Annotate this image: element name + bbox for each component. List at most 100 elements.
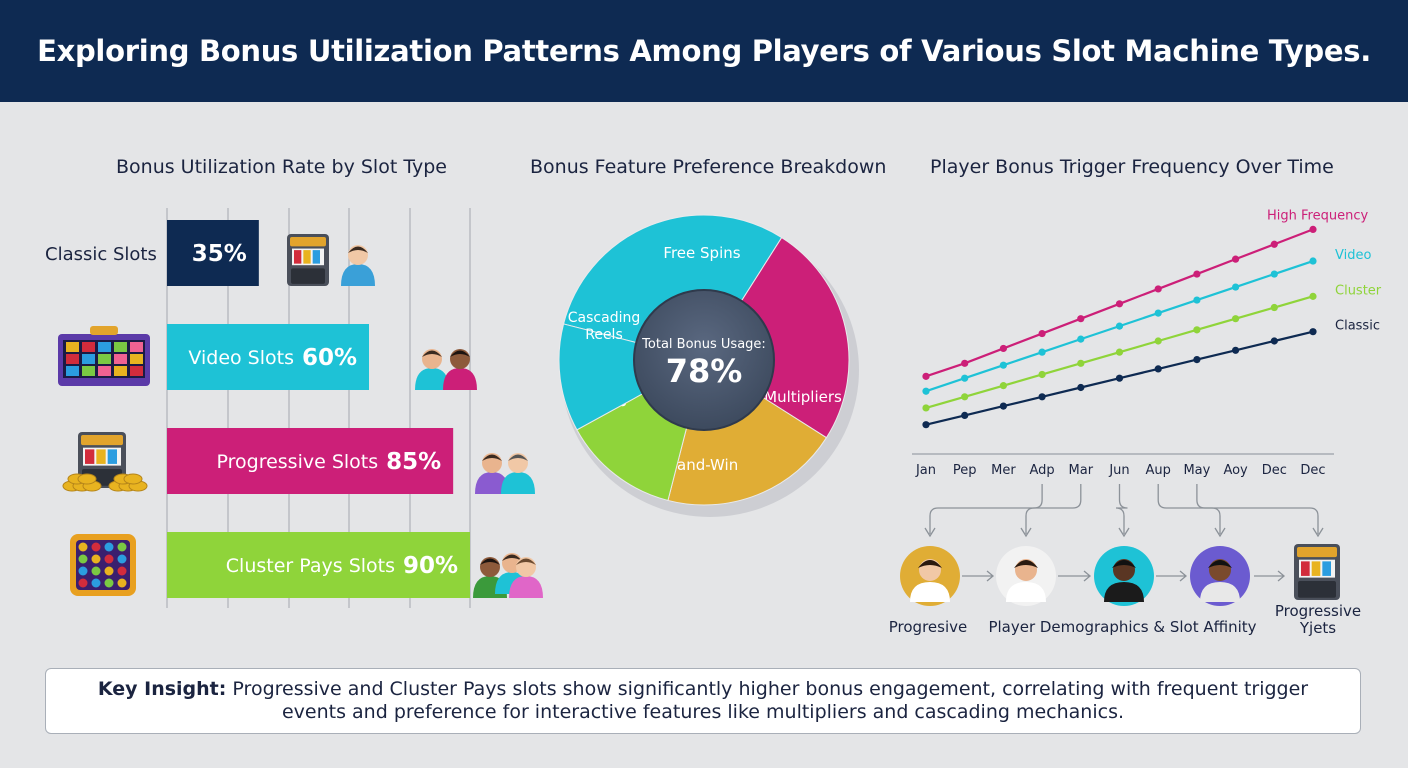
line-point-3-2 (999, 402, 1008, 410)
line-point-1-9 (1270, 270, 1278, 278)
flow-connector (1157, 484, 1221, 534)
flow-step-arrow-1 (1058, 570, 1092, 582)
line-point-2-1 (961, 393, 969, 401)
bar-1 (167, 324, 369, 390)
bar-category-label-2: Progressive Slots (217, 451, 379, 473)
flow-connectors (924, 484, 1324, 582)
player-avatar-woman-tablet-2 (996, 546, 1056, 606)
bar-group-2: Progressive Slots 85% (167, 428, 454, 494)
flow-arrowhead (1020, 527, 1032, 538)
flow-connector (1196, 484, 1319, 534)
line-point-1-4 (1077, 335, 1085, 343)
pie-slice-1 (740, 236, 850, 439)
pie-shadow (561, 223, 859, 517)
line-path-2 (925, 295, 1314, 410)
line-point-0-8 (1232, 255, 1240, 263)
line-point-3-1 (961, 411, 969, 419)
flow-arrowhead (1118, 527, 1130, 538)
line-point-0-4 (1077, 315, 1085, 323)
line-x-tick-6: Aup (1146, 463, 1171, 478)
pie-center-value: 78% (666, 352, 743, 390)
line-point-2-0 (922, 404, 930, 412)
line-point-1-3 (1038, 348, 1046, 356)
line-x-tick-8: Aoy (1223, 463, 1248, 478)
line-point-1-2 (999, 361, 1008, 369)
line-point-2-9 (1270, 303, 1278, 312)
flow-step-arrow-0 (962, 570, 995, 582)
pie-slice-3 (576, 393, 688, 502)
line-point-1-5 (1115, 322, 1124, 330)
line-series-label-1: Video (1335, 248, 1371, 263)
line-point-2-2 (999, 382, 1008, 390)
coin-stack-icon-left (62, 473, 102, 492)
video-player-icon-2 (443, 349, 477, 390)
flow-connector (1025, 484, 1082, 534)
flow-step-arrow-3 (1254, 570, 1286, 582)
line-point-0-1 (961, 359, 969, 367)
line-point-1-0 (922, 387, 930, 395)
pie-center-disc (633, 289, 775, 431)
coin-stack-icon-right (108, 473, 148, 492)
line-path-1 (925, 259, 1314, 393)
player-avatar-woman-tablet (900, 546, 960, 606)
line-path-3 (925, 330, 1314, 426)
bar-group-0: Classic Slots 35% (45, 220, 259, 286)
line-series-label-0: High Frequency (1267, 208, 1368, 223)
line-point-0-0 (922, 372, 930, 380)
line-point-1-1 (961, 374, 969, 382)
line-point-3-0 (922, 421, 930, 429)
flow-label-progressive-yjets: Progressive Yjets (1274, 602, 1362, 637)
classic-player-icon (341, 245, 375, 286)
line-point-3-5 (1115, 374, 1124, 382)
line-x-tick-2: Mer (991, 463, 1016, 478)
slot-machine-icon (287, 234, 329, 286)
flow-connector (929, 484, 1043, 534)
line-x-tick-10: Dec (1300, 463, 1325, 478)
bar-3 (167, 532, 470, 598)
pie-center-label: Total Bonus Usage: (641, 337, 766, 352)
page-title: Exploring Bonus Utilization Patterns Amo… (37, 34, 1371, 68)
line-point-1-7 (1193, 296, 1201, 304)
flow-arrowhead (1312, 527, 1324, 538)
pie-slice-0 (562, 214, 783, 344)
flow-label-demographics: Player Demographics & Slot Affinity (988, 618, 1257, 636)
line-point-3-6 (1154, 365, 1162, 373)
key-insight-box: Key Insight: Progressive and Cluster Pay… (45, 668, 1361, 734)
flow-arrowhead (1214, 527, 1226, 538)
line-path-0 (925, 228, 1314, 378)
player-avatar-man-shirt (1190, 546, 1250, 606)
line-point-3-10 (1309, 328, 1317, 336)
progressive-player-icon-1 (475, 453, 509, 494)
line-point-0-6 (1154, 285, 1162, 293)
key-insight-text: Key Insight: Progressive and Cluster Pay… (66, 678, 1340, 724)
line-x-tick-9: Dec (1262, 463, 1287, 478)
cluster-slot-icon (70, 534, 136, 596)
pie-label-2: Pick-and-Win (642, 456, 738, 474)
line-point-0-9 (1270, 240, 1278, 248)
bar-0 (167, 220, 259, 286)
pie-label-0: Free Spins (663, 244, 740, 262)
line-point-3-8 (1232, 346, 1240, 354)
line-point-0-3 (1038, 329, 1046, 338)
slot-machine-icon (1294, 544, 1340, 600)
player-avatar-man-phone (1094, 546, 1154, 606)
line-point-2-7 (1193, 326, 1201, 334)
key-insight-lead: Key Insight: (97, 678, 227, 700)
line-point-2-3 (1038, 370, 1046, 379)
bar-value-label-0: 35% (192, 241, 247, 267)
line-point-3-9 (1270, 337, 1278, 345)
key-insight-body: Progressive and Cluster Pays slots show … (232, 678, 1309, 723)
progressive-slot-icon (78, 432, 126, 488)
bar-category-label-3: Cluster Pays Slots (226, 555, 395, 577)
line-series-label-2: Cluster (1335, 283, 1382, 298)
line-x-tick-7: May (1183, 463, 1210, 478)
pie-slice-2 (667, 396, 828, 506)
video-slot-icon (58, 326, 150, 386)
line-series-2: Cluster (922, 283, 1382, 412)
line-point-3-7 (1193, 356, 1201, 364)
bar-group-1: Video Slots 60% (167, 324, 369, 390)
line-series-3: Classic (922, 319, 1380, 429)
line-point-1-8 (1232, 283, 1240, 291)
pie-label-4: Cascading Reels (568, 310, 640, 343)
line-x-tick-3: Adp (1030, 463, 1055, 478)
